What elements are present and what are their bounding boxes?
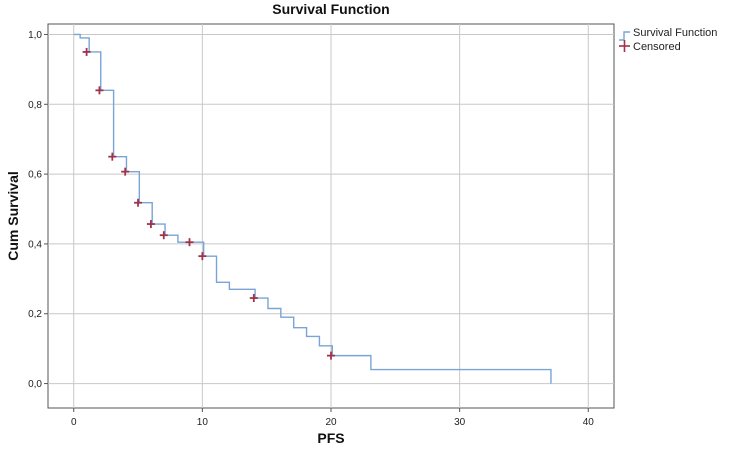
y-tick-label: 1,0 [28,30,42,41]
x-tick-label: 0 [71,417,77,428]
censored-marker [249,294,258,303]
y-tick-label: 0,8 [28,100,42,111]
chart-title: Survival Function [272,1,389,17]
legend-survival-line-icon [619,31,630,41]
y-tick-label: 0,4 [28,239,42,250]
y-axis-ticks: 0,0 0,2 0,4 0,6 0,8 1,0 [28,30,48,390]
censored-marker [134,198,143,207]
x-tick-label: 20 [325,417,337,428]
x-tick-label: 30 [454,417,466,428]
gridlines [48,24,614,408]
y-tick-label: 0,0 [28,379,42,390]
legend-survival-label: Survival Function [633,27,717,39]
legend-censored-marker-icon [619,40,630,52]
x-tick-label: 40 [583,417,595,428]
legend: Survival Function Censored [619,27,717,53]
censored-marker [159,231,168,240]
censored-marker [146,220,155,229]
censored-markers [82,47,335,360]
x-tick-label: 10 [197,417,209,428]
censored-marker [198,252,207,261]
censored-marker [327,351,335,360]
censored-marker [121,167,130,176]
y-tick-label: 0,2 [28,309,42,320]
censored-marker [82,47,91,56]
censored-marker [95,86,104,95]
y-tick-label: 0,6 [28,170,42,181]
x-axis-ticks: 0 10 20 30 40 [71,408,594,428]
censored-marker [108,152,117,161]
x-axis-label: PFS [317,430,344,446]
censored-marker [185,238,194,247]
legend-censored-label: Censored [633,41,681,53]
y-axis-label: Cum Survival [5,171,21,260]
